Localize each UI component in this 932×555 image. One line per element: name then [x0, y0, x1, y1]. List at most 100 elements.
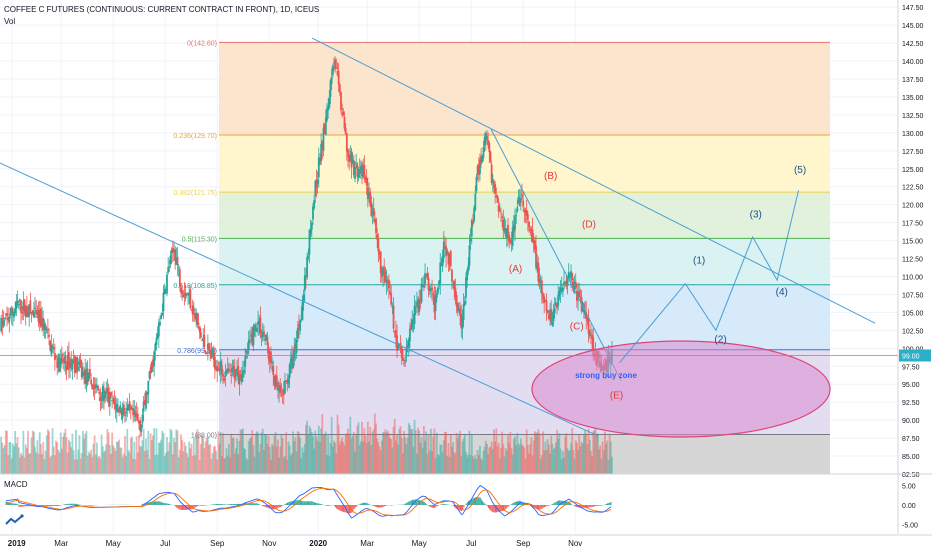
candle-body: [361, 163, 363, 177]
price-tick-label: 145.00: [902, 23, 924, 30]
candle-body: [140, 424, 143, 432]
volume-bar: [525, 429, 528, 474]
volume-bar: [392, 426, 395, 474]
macd-label[interactable]: MACD: [4, 480, 28, 489]
candle-body: [376, 234, 379, 240]
volume-bar: [331, 446, 334, 474]
volume-label: Vol: [4, 17, 16, 26]
volume-bar: [131, 436, 133, 474]
volume-bar: [278, 457, 281, 474]
candle-body: [215, 367, 217, 371]
wave-label: (B): [544, 171, 557, 182]
volume-bar: [178, 449, 181, 474]
volume-bar: [507, 435, 509, 474]
candle-body: [110, 392, 112, 396]
volume-bar: [206, 436, 209, 474]
candle-body: [275, 375, 278, 381]
volume-bar: [419, 442, 422, 474]
volume-bar: [539, 459, 542, 474]
volume-bar: [222, 433, 224, 474]
candle-body: [150, 361, 153, 372]
volume-bar: [79, 458, 82, 474]
candle-body: [398, 346, 401, 348]
volume-bar: [72, 450, 75, 474]
volume-bar: [451, 446, 453, 474]
candle-body: [432, 293, 435, 295]
candle-body: [71, 361, 74, 370]
candle-body: [338, 84, 341, 93]
candle-body: [425, 274, 428, 276]
candle-body: [113, 399, 116, 404]
candle-body: [474, 193, 477, 210]
volume-bar: [449, 433, 452, 474]
candle-body: [416, 302, 418, 305]
candle-body: [380, 272, 383, 277]
candle-body: [417, 298, 419, 308]
candle-body: [519, 197, 522, 203]
volume-bar: [452, 442, 455, 474]
volume-bar: [37, 453, 40, 474]
volume-bar: [586, 444, 589, 474]
candle-body: [217, 367, 220, 371]
volume-bar: [567, 451, 570, 474]
volume-bar: [45, 435, 48, 474]
price-tick-label: 115.00: [902, 239, 923, 246]
candle-body: [9, 307, 12, 316]
candle-body: [39, 308, 42, 327]
candle-body: [579, 296, 582, 299]
candle-body: [487, 140, 490, 146]
candle-body: [0, 318, 3, 332]
candle-body: [343, 116, 346, 129]
candle-body: [348, 154, 351, 162]
fib-level-label: 1(88.00): [191, 433, 217, 440]
candle-body: [271, 361, 273, 364]
volume-bar: [581, 443, 584, 474]
candle-body: [233, 369, 236, 379]
candle-body: [430, 287, 432, 292]
volume-bar: [423, 426, 425, 474]
candle-body: [538, 278, 541, 283]
volume-bar: [254, 433, 257, 474]
candle-body: [141, 414, 144, 424]
volume-bar: [197, 435, 200, 474]
candle-body: [448, 253, 451, 261]
volume-bar: [192, 437, 195, 474]
volume-bar: [83, 438, 85, 474]
candle-body: [245, 350, 248, 353]
volume-bar: [484, 440, 487, 474]
volume-bar: [490, 441, 493, 474]
volume-bar: [273, 435, 276, 474]
volume-bar: [274, 431, 277, 474]
candle-body: [274, 376, 277, 387]
tradingview-logo-icon[interactable]: [4, 514, 24, 528]
volume-bar: [291, 453, 293, 474]
volume-bar: [23, 457, 26, 474]
candle-body: [521, 194, 523, 197]
volume-bar: [147, 430, 150, 474]
candle-body: [536, 261, 539, 269]
volume-bar: [529, 444, 532, 474]
volume-bar: [223, 458, 226, 474]
candle-body: [490, 164, 493, 184]
candle-body: [14, 308, 17, 314]
candle-body: [192, 309, 195, 311]
volume-bar: [400, 437, 403, 474]
candle-body: [104, 391, 107, 399]
candle-body: [368, 193, 370, 199]
volume-bar: [101, 446, 104, 474]
candle-body: [196, 312, 199, 325]
candle-body: [252, 327, 255, 346]
candle-body: [396, 335, 398, 351]
volume-bar: [239, 429, 242, 474]
volume-bar: [378, 446, 381, 474]
candle-body: [324, 117, 327, 135]
candle-body: [253, 324, 256, 332]
candle-body: [590, 333, 592, 335]
volume-bar: [86, 455, 89, 474]
candle-body: [515, 215, 518, 217]
candle-body: [257, 321, 259, 325]
volume-bar: [46, 429, 49, 474]
candle-body: [441, 256, 444, 267]
volume-bar: [326, 454, 328, 474]
